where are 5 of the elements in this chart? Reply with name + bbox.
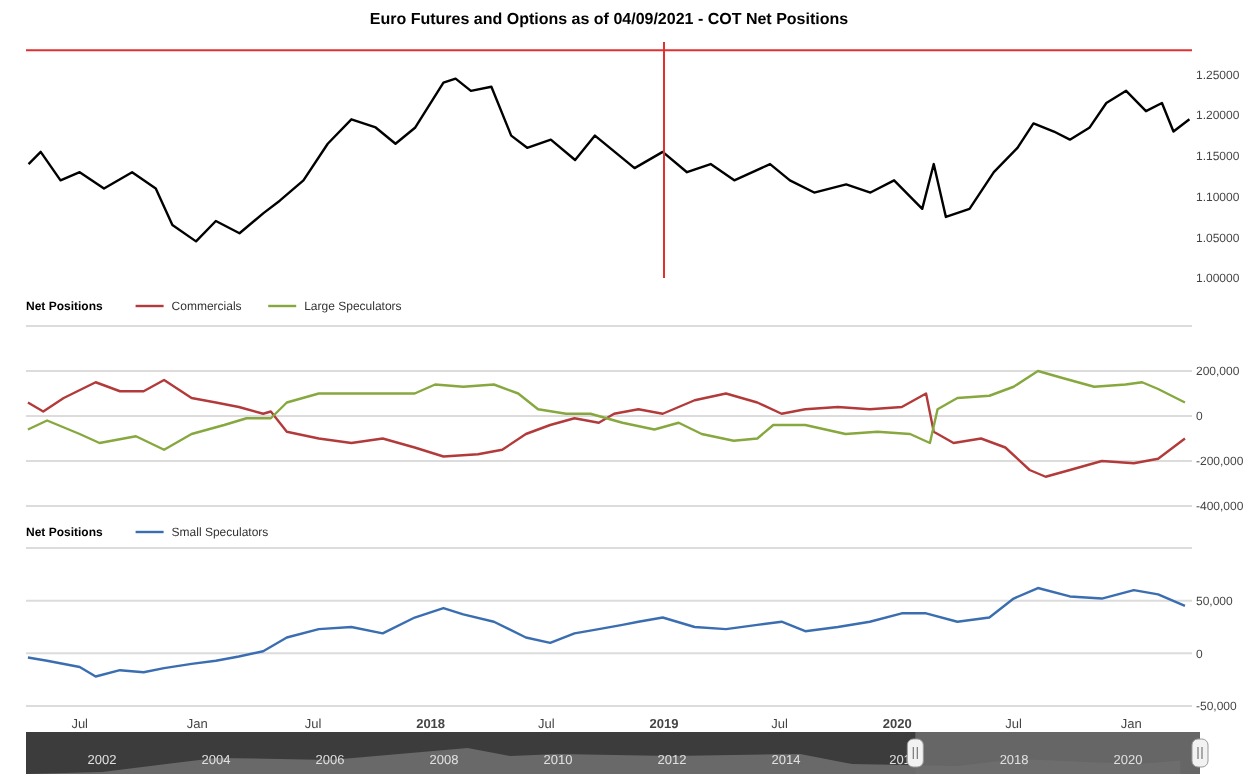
line-series bbox=[26, 369, 1187, 451]
chart-title: Euro Futures and Options as of 04/09/2021 - COT Net Positions bbox=[369, 10, 850, 28]
line-series bbox=[26, 378, 1187, 478]
line-series bbox=[26, 586, 1187, 678]
line-series bbox=[27, 77, 1191, 243]
